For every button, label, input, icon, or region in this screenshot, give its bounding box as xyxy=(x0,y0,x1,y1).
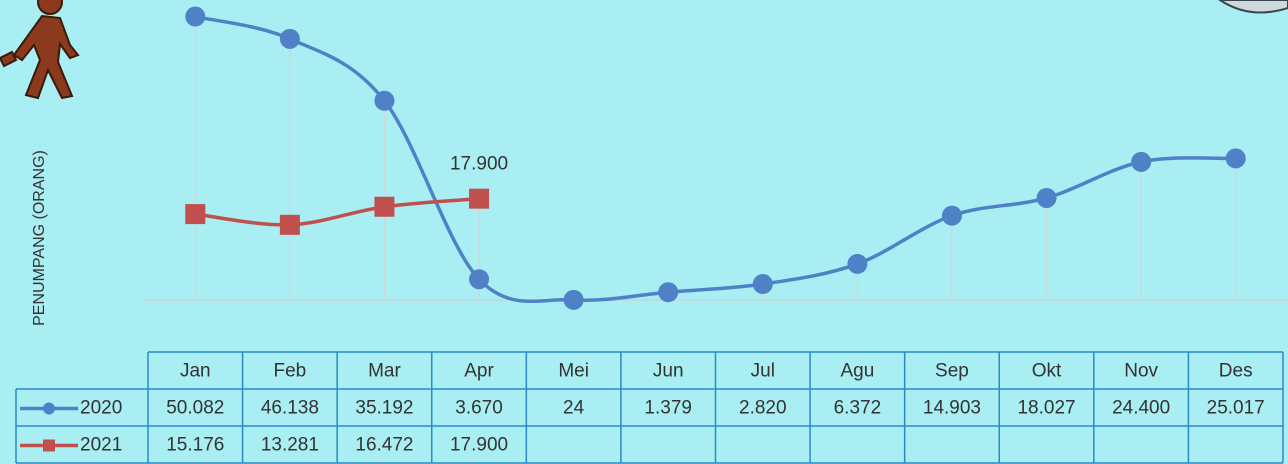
table-value: 6.372 xyxy=(834,398,882,419)
table-value: 46.138 xyxy=(261,398,319,419)
x-tick-label: Jan xyxy=(180,361,211,382)
table-value: 24.400 xyxy=(1112,398,1170,419)
x-tick-label: Okt xyxy=(1032,361,1062,382)
table-value: 17.900 xyxy=(450,435,508,456)
legend-label: 2021 xyxy=(80,435,122,456)
data-label: 17.900 xyxy=(450,154,508,175)
table-value: 14.903 xyxy=(923,398,981,419)
data-point xyxy=(469,269,490,290)
data-point xyxy=(1131,151,1152,172)
data-point xyxy=(185,204,206,225)
data-point xyxy=(847,253,868,274)
table-value: 1.379 xyxy=(644,398,692,419)
x-tick-label: Mar xyxy=(368,361,401,382)
table-value: 16.472 xyxy=(355,435,413,456)
x-tick-label: Jun xyxy=(653,361,684,382)
table-value: 2.820 xyxy=(739,398,787,419)
data-point xyxy=(658,282,679,303)
table-value: 15.176 xyxy=(166,435,224,456)
legend-marker xyxy=(43,402,55,415)
table-value: 13.281 xyxy=(261,435,319,456)
data-point xyxy=(752,274,773,295)
x-tick-label: Agu xyxy=(840,361,874,382)
walker-icon xyxy=(0,0,80,100)
data-point xyxy=(374,196,395,217)
data-point xyxy=(941,205,962,226)
table-value: 18.027 xyxy=(1017,398,1075,419)
data-point xyxy=(469,188,490,209)
table-value: 24 xyxy=(563,398,585,419)
x-tick-label: Jul xyxy=(751,361,775,382)
y-axis-label: PENUMPANG (ORANG) xyxy=(31,150,48,326)
table-value: 3.670 xyxy=(455,398,503,419)
data-point xyxy=(563,289,584,310)
data-point xyxy=(279,28,300,49)
data-point xyxy=(1036,187,1057,208)
data-point xyxy=(1225,148,1246,169)
data-point xyxy=(279,214,300,235)
data-point xyxy=(374,90,395,111)
data-point xyxy=(185,6,206,27)
legend-marker xyxy=(43,439,55,452)
x-tick-label: Nov xyxy=(1124,361,1158,382)
table-value: 50.082 xyxy=(166,398,224,419)
x-tick-label: Des xyxy=(1219,361,1253,382)
x-tick-label: Feb xyxy=(274,361,307,382)
table-value: 35.192 xyxy=(355,398,413,419)
series-line xyxy=(195,196,480,227)
legend-label: 2020 xyxy=(80,398,122,419)
x-tick-label: Mei xyxy=(558,361,589,382)
table-value: 25.017 xyxy=(1207,398,1265,419)
x-tick-label: Apr xyxy=(464,361,494,382)
x-tick-label: Sep xyxy=(935,361,969,382)
